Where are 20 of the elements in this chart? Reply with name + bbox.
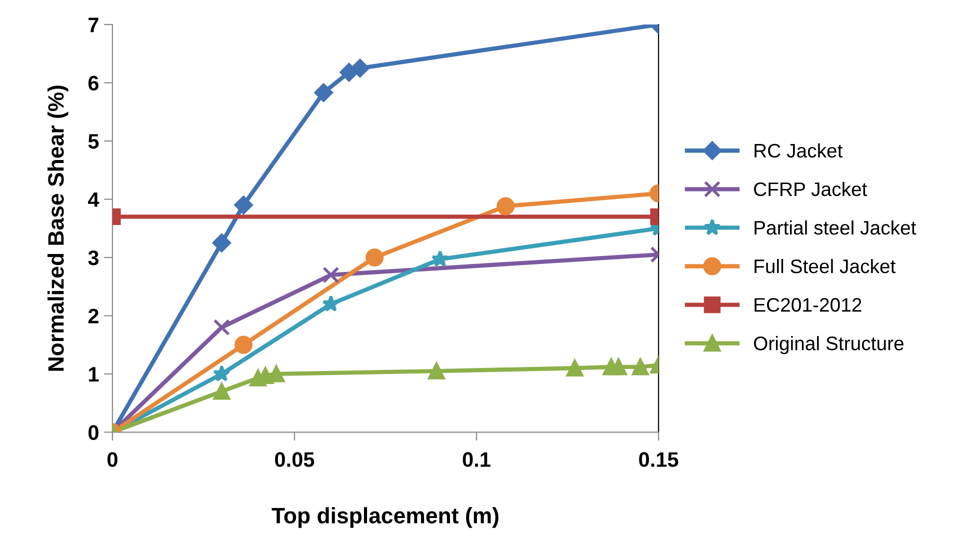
x-tick-label: 0.05 [275, 452, 314, 467]
legend-label: Original Structure [754, 336, 904, 354]
y-tick-label: 2 [88, 308, 98, 324]
x-axis-title: Top displacement (m) [272, 507, 498, 528]
y-tick-label: 1 [88, 367, 99, 382]
x-tick-label: 0.1 [462, 452, 490, 467]
legend-label: EC201-2012 [754, 298, 862, 312]
y-tick-label: 3 [88, 250, 99, 266]
x-tick-label: 0 [107, 452, 118, 467]
legend-label: CFRP Jacket [754, 182, 868, 196]
legend-label: Full Steel Jacket [754, 258, 896, 274]
legend-label: Partial steel Jacket [754, 220, 916, 235]
y-axis-title: Normalized Base Shear (%) [48, 86, 68, 371]
legend-label: RC Jacket [754, 143, 843, 158]
x-tick-label: 0.15 [639, 452, 678, 467]
y-tick-label: 5 [88, 134, 99, 149]
y-tick-label: 4 [88, 192, 100, 207]
y-tick-label: 6 [88, 76, 99, 91]
y-tick-label: 7 [88, 18, 98, 32]
y-tick-label: 0 [88, 425, 98, 440]
